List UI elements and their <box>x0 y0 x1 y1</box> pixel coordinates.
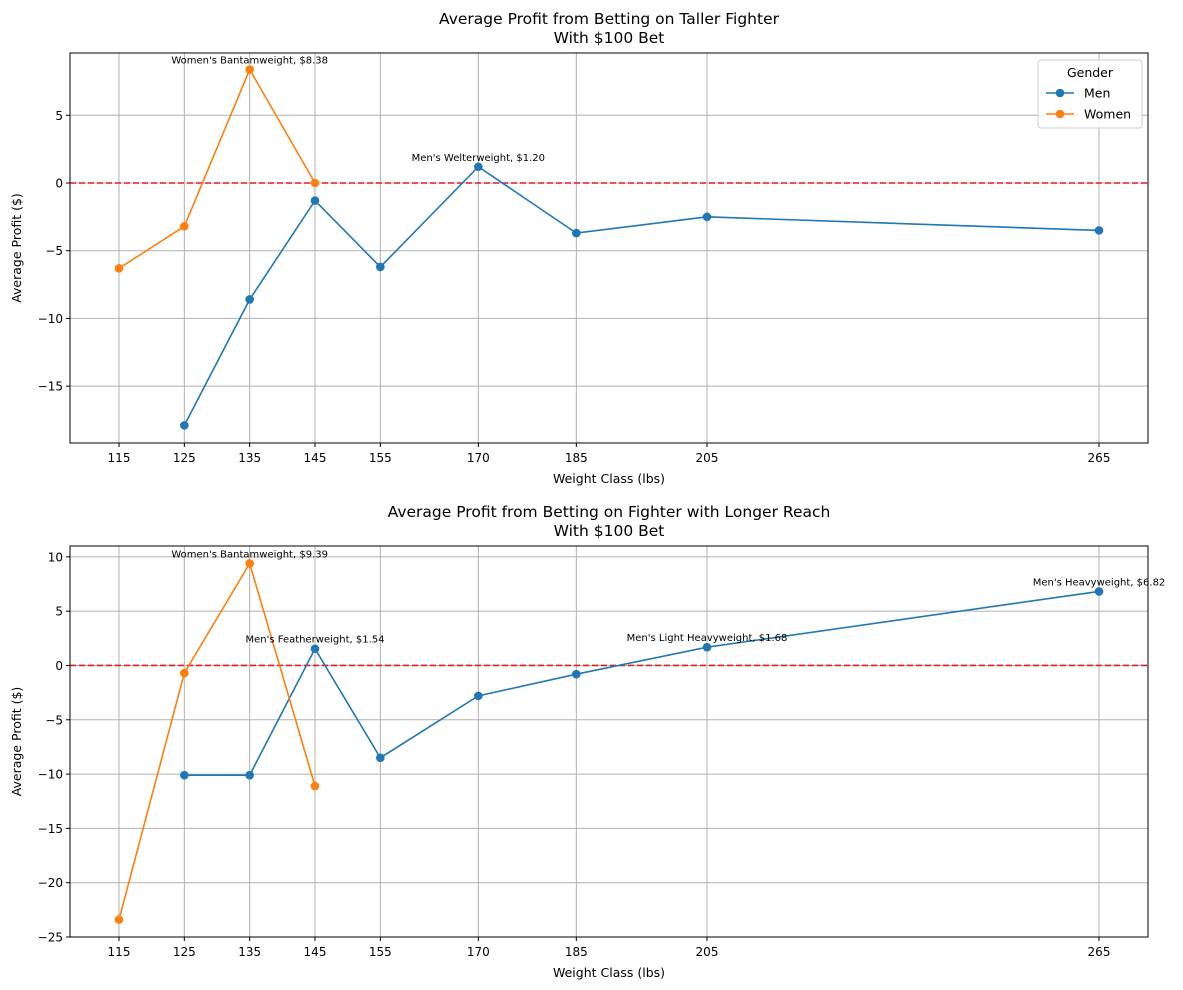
y-tick-label: −10 <box>38 312 63 326</box>
plot-frame <box>69 52 1149 444</box>
chart-panel-1: Women's Bantamweight, $8.38 Men's Welterw… <box>9 10 1149 486</box>
data-point-men <box>310 196 320 205</box>
data-point-men <box>1094 587 1104 596</box>
data-point-men <box>245 295 254 304</box>
y-tick-label: 5 <box>55 605 63 619</box>
data-point-men <box>310 644 320 654</box>
chart-title-line: With $100 Bet <box>554 29 665 47</box>
chart-title-line: Average Profit from Betting on Fighter w… <box>388 503 831 521</box>
data-point-men <box>474 691 483 701</box>
data-point-women <box>310 781 320 791</box>
data-point-women <box>310 178 320 188</box>
annotation-label: Women's Bantamweight, $8.38 <box>171 56 328 67</box>
plot-frame <box>69 545 1149 938</box>
y-tick-label: 0 <box>55 659 63 673</box>
data-point-women <box>245 559 254 568</box>
data-point-women <box>114 264 124 273</box>
y-tick-label: −10 <box>38 768 63 782</box>
x-tick-label: 145 <box>304 945 327 959</box>
series-line-men <box>183 165 1100 426</box>
chart-title-line: Average Profit from Betting on Taller Fi… <box>439 10 780 28</box>
x-tick-label: 135 <box>238 945 261 959</box>
data-point-men <box>1094 226 1104 235</box>
legend-entry-women: Women <box>1084 107 1131 122</box>
x-tick-label: 115 <box>108 945 131 959</box>
data-point-women <box>245 65 254 74</box>
data-point-women <box>180 668 189 678</box>
legend-swatch-marker <box>1055 88 1065 98</box>
data-point-men <box>376 753 385 763</box>
legend: Gender Men Women <box>1037 59 1143 129</box>
x-tick-label: 170 <box>467 451 490 465</box>
x-tick-label: 185 <box>565 945 588 959</box>
y-tick-label: −15 <box>38 822 63 836</box>
data-point-men <box>376 262 385 272</box>
x-tick-label: 145 <box>304 451 327 465</box>
annotation-label: Men's Welterweight, $1.20 <box>412 153 545 164</box>
chart-panel-2: Women's Bantamweight, $9.39 Men's Feather… <box>9 503 1165 980</box>
legend-swatch-marker <box>1055 109 1065 119</box>
x-tick-label: 155 <box>369 945 392 959</box>
series-line-men <box>184 590 1100 776</box>
data-point-men <box>702 642 712 652</box>
x-tick-label: 125 <box>173 945 196 959</box>
y-tick-label: 0 <box>55 177 63 191</box>
annotation-label: Men's Heavyweight, $6.82 <box>1033 577 1166 588</box>
y-axis-label: Average Profit ($) <box>9 193 24 303</box>
x-axis-label: Weight Class (lbs) <box>553 471 665 486</box>
x-tick-label: 185 <box>565 451 588 465</box>
data-point-men <box>702 212 712 222</box>
data-point-women <box>180 222 189 231</box>
x-axis-label: Weight Class (lbs) <box>553 965 665 980</box>
legend-entry-men: Men <box>1084 86 1110 101</box>
y-tick-label: 5 <box>55 109 63 123</box>
data-point-men <box>180 770 189 780</box>
data-point-women <box>114 915 124 924</box>
x-tick-label: 265 <box>1088 451 1111 465</box>
y-axis-label: Average Profit ($) <box>9 687 24 797</box>
y-tick-label: −15 <box>38 380 63 394</box>
data-point-men <box>245 770 254 780</box>
data-point-men <box>572 228 581 238</box>
x-tick-label: 205 <box>696 945 719 959</box>
legend-box <box>1037 59 1143 129</box>
legend-title: Gender <box>1067 65 1114 80</box>
chart-title-line: With $100 Bet <box>554 522 665 540</box>
x-tick-label: 205 <box>696 451 719 465</box>
x-tick-label: 265 <box>1088 945 1111 959</box>
data-point-men <box>180 421 189 430</box>
x-tick-label: 170 <box>467 945 490 959</box>
x-tick-label: 115 <box>108 451 131 465</box>
series-line-women <box>118 561 316 920</box>
data-point-men <box>474 162 483 172</box>
annotation-label: Men's Light Heavyweight, $1.68 <box>627 633 788 644</box>
annotation-label: Women's Bantamweight, $9.39 <box>171 549 328 560</box>
y-tick-label: −25 <box>38 931 63 945</box>
y-tick-label: −5 <box>45 713 63 727</box>
y-tick-label: −5 <box>45 244 63 258</box>
y-tick-label: 10 <box>48 550 63 564</box>
x-tick-label: 125 <box>173 451 196 465</box>
x-tick-label: 155 <box>369 451 392 465</box>
x-tick-label: 135 <box>238 451 261 465</box>
annotation-label: Men's Featherweight, $1.54 <box>246 635 385 646</box>
series-line-women <box>118 67 316 269</box>
y-tick-label: −20 <box>38 876 63 890</box>
data-point-men <box>572 669 581 679</box>
